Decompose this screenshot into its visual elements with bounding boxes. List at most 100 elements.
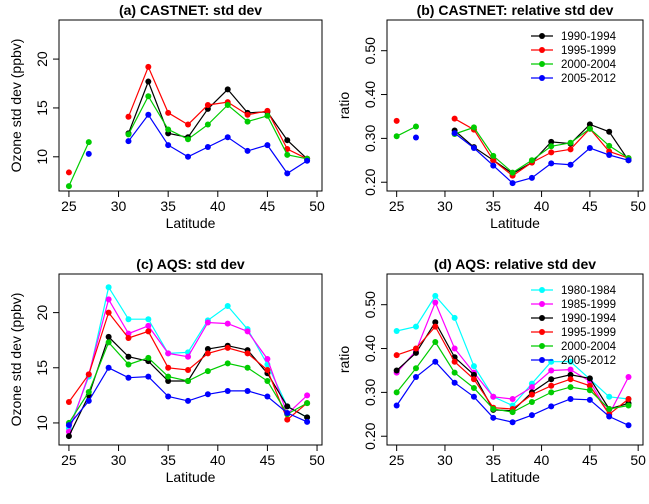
data-point	[567, 366, 574, 373]
data-point	[412, 134, 419, 141]
chart-title: (d) AQS: relative std dev	[434, 256, 596, 272]
series-1995-1999	[65, 309, 311, 423]
data-point	[125, 330, 132, 337]
data-point	[528, 391, 535, 398]
data-point	[606, 393, 613, 400]
data-point	[85, 150, 92, 157]
legend-label: 1995-1999	[561, 327, 616, 339]
data-point	[451, 369, 458, 376]
data-point	[304, 400, 311, 407]
data-point	[412, 374, 419, 381]
data-point	[264, 378, 271, 385]
x-tick-label: 40	[534, 198, 550, 214]
data-point	[224, 86, 231, 93]
x-tick-label: 45	[260, 452, 276, 468]
y-tick-label: 0.50	[362, 291, 378, 318]
chart-title: (c) AQS: std dev	[136, 256, 245, 272]
data-point	[586, 382, 593, 389]
data-point	[65, 183, 72, 190]
data-point	[244, 111, 251, 118]
data-point	[125, 113, 132, 120]
data-point	[451, 115, 458, 122]
data-point	[65, 433, 72, 440]
data-point	[165, 142, 172, 149]
x-tick-label: 30	[437, 452, 453, 468]
data-point	[490, 393, 497, 400]
data-point	[509, 395, 516, 402]
x-tick-label: 50	[630, 198, 646, 214]
data-point	[412, 345, 419, 352]
data-point	[105, 339, 112, 346]
data-point	[586, 121, 593, 128]
x-tick-label: 25	[61, 198, 77, 214]
data-point	[185, 353, 192, 360]
data-point	[470, 393, 477, 400]
data-point	[284, 416, 291, 423]
data-point	[105, 296, 112, 303]
x-tick-label: 25	[389, 452, 405, 468]
data-point	[509, 409, 516, 416]
data-point	[548, 149, 555, 156]
data-point	[85, 389, 92, 396]
x-tick-label: 50	[630, 452, 646, 468]
x-tick-label: 40	[210, 452, 226, 468]
x-tick-label: 40	[210, 198, 226, 214]
series-2000-2004	[65, 93, 311, 190]
legend: 1990-1994 1995-1999 2000-2004 2005-2012	[531, 31, 617, 85]
data-point	[586, 125, 593, 132]
series-line	[127, 94, 308, 160]
legend-label: 1995-1999	[561, 45, 616, 57]
data-point	[470, 124, 477, 131]
data-point	[451, 358, 458, 365]
data-point	[224, 344, 231, 351]
data-point	[165, 126, 172, 133]
data-point	[244, 387, 251, 394]
x-tick-label: 35	[160, 452, 176, 468]
data-point	[165, 350, 172, 357]
data-point	[185, 153, 192, 160]
y-tick-label: 10	[34, 415, 50, 431]
legend-label: 2005-2012	[561, 73, 616, 85]
y-tick-label: 0.40	[362, 335, 378, 362]
legend-marker	[539, 47, 545, 53]
data-point	[567, 371, 574, 378]
data-point	[185, 136, 192, 143]
data-point	[567, 358, 574, 365]
data-point	[393, 328, 400, 334]
data-point	[165, 109, 172, 116]
data-point	[264, 393, 271, 400]
data-point	[586, 396, 593, 403]
legend-marker	[539, 357, 545, 363]
data-point	[470, 376, 477, 383]
data-point	[204, 350, 211, 357]
legend-marker	[539, 329, 545, 335]
data-point	[204, 121, 211, 128]
data-point	[432, 323, 439, 330]
x-tick-label: 35	[160, 198, 176, 214]
data-point	[125, 334, 132, 341]
data-point	[105, 364, 112, 371]
series-line	[127, 79, 308, 160]
data-point	[244, 364, 251, 371]
data-point	[145, 328, 152, 335]
data-point	[412, 123, 419, 130]
data-point	[204, 368, 211, 375]
data-point	[224, 320, 231, 327]
data-point	[528, 384, 535, 391]
y-axis-label: Ozone std dev (ppbv)	[8, 39, 24, 173]
plot-frame	[386, 273, 644, 446]
data-point	[567, 395, 574, 402]
data-point	[284, 170, 291, 177]
data-point	[470, 371, 477, 378]
data-point	[470, 145, 477, 152]
series-1990-1994	[451, 121, 632, 177]
data-point	[528, 399, 535, 406]
data-point	[244, 350, 251, 357]
legend-label: 1985-1999	[561, 299, 616, 311]
y-tick-label: 20	[34, 305, 50, 321]
data-point	[204, 319, 211, 326]
y-tick-label: 0.20	[362, 422, 378, 449]
data-point	[224, 134, 231, 141]
data-point	[264, 366, 271, 373]
x-tick-label: 45	[582, 198, 598, 214]
